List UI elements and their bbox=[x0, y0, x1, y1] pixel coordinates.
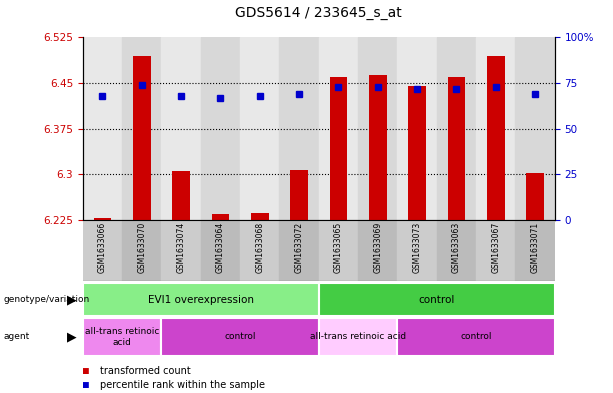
Bar bbox=[83, 220, 122, 281]
Bar bbox=[290, 170, 308, 220]
Bar bbox=[369, 75, 387, 220]
Bar bbox=[397, 37, 436, 220]
Bar bbox=[240, 37, 280, 220]
Bar bbox=[516, 37, 555, 220]
Bar bbox=[436, 37, 476, 220]
Bar bbox=[280, 37, 319, 220]
Bar bbox=[476, 37, 516, 220]
Bar bbox=[201, 220, 240, 281]
Text: GSM1633066: GSM1633066 bbox=[98, 222, 107, 273]
Bar bbox=[408, 86, 426, 220]
Bar bbox=[83, 283, 319, 316]
Text: GSM1633065: GSM1633065 bbox=[334, 222, 343, 273]
Text: ▶: ▶ bbox=[67, 293, 77, 306]
Bar bbox=[447, 77, 465, 220]
Bar bbox=[319, 318, 397, 356]
Text: percentile rank within the sample: percentile rank within the sample bbox=[100, 380, 265, 390]
Bar bbox=[94, 218, 112, 220]
Bar bbox=[397, 220, 436, 281]
Text: genotype/variation: genotype/variation bbox=[3, 295, 89, 304]
Text: ■: ■ bbox=[83, 380, 89, 390]
Text: GSM1633067: GSM1633067 bbox=[491, 222, 500, 273]
Text: all-trans retinoic
acid: all-trans retinoic acid bbox=[85, 327, 159, 347]
Bar bbox=[280, 220, 319, 281]
Text: ▶: ▶ bbox=[67, 331, 77, 343]
Bar bbox=[161, 37, 201, 220]
Text: control: control bbox=[224, 332, 256, 342]
Bar bbox=[330, 77, 348, 220]
Text: EVI1 overexpression: EVI1 overexpression bbox=[148, 295, 254, 305]
Bar bbox=[161, 220, 201, 281]
Text: agent: agent bbox=[3, 332, 29, 342]
Bar bbox=[122, 37, 161, 220]
Text: control: control bbox=[419, 295, 455, 305]
Text: GDS5614 / 233645_s_at: GDS5614 / 233645_s_at bbox=[235, 6, 402, 20]
Text: GSM1633069: GSM1633069 bbox=[373, 222, 383, 273]
Bar bbox=[240, 220, 280, 281]
Bar bbox=[251, 213, 268, 220]
Bar bbox=[122, 220, 161, 281]
Bar bbox=[436, 220, 476, 281]
Text: GSM1633068: GSM1633068 bbox=[255, 222, 264, 273]
Bar bbox=[397, 318, 555, 356]
Text: GSM1633064: GSM1633064 bbox=[216, 222, 225, 273]
Bar bbox=[83, 37, 122, 220]
Text: GSM1633074: GSM1633074 bbox=[177, 222, 186, 273]
Text: GSM1633070: GSM1633070 bbox=[137, 222, 147, 273]
Bar bbox=[83, 318, 161, 356]
Bar bbox=[319, 37, 358, 220]
Text: GSM1633073: GSM1633073 bbox=[413, 222, 422, 273]
Bar bbox=[161, 318, 319, 356]
Bar bbox=[358, 220, 397, 281]
Text: ■: ■ bbox=[83, 366, 89, 376]
Bar bbox=[526, 173, 544, 220]
Text: all-trans retinoic acid: all-trans retinoic acid bbox=[310, 332, 406, 342]
Bar bbox=[211, 214, 229, 220]
Bar bbox=[201, 37, 240, 220]
Bar bbox=[487, 56, 504, 220]
Text: GSM1633063: GSM1633063 bbox=[452, 222, 461, 273]
Text: control: control bbox=[460, 332, 492, 342]
Bar bbox=[516, 220, 555, 281]
Bar bbox=[358, 37, 397, 220]
Text: GSM1633072: GSM1633072 bbox=[295, 222, 303, 273]
Bar bbox=[319, 283, 555, 316]
Bar bbox=[133, 56, 151, 220]
Bar bbox=[476, 220, 516, 281]
Bar bbox=[319, 220, 358, 281]
Text: transformed count: transformed count bbox=[100, 366, 191, 376]
Bar bbox=[172, 171, 190, 220]
Text: GSM1633071: GSM1633071 bbox=[531, 222, 539, 273]
